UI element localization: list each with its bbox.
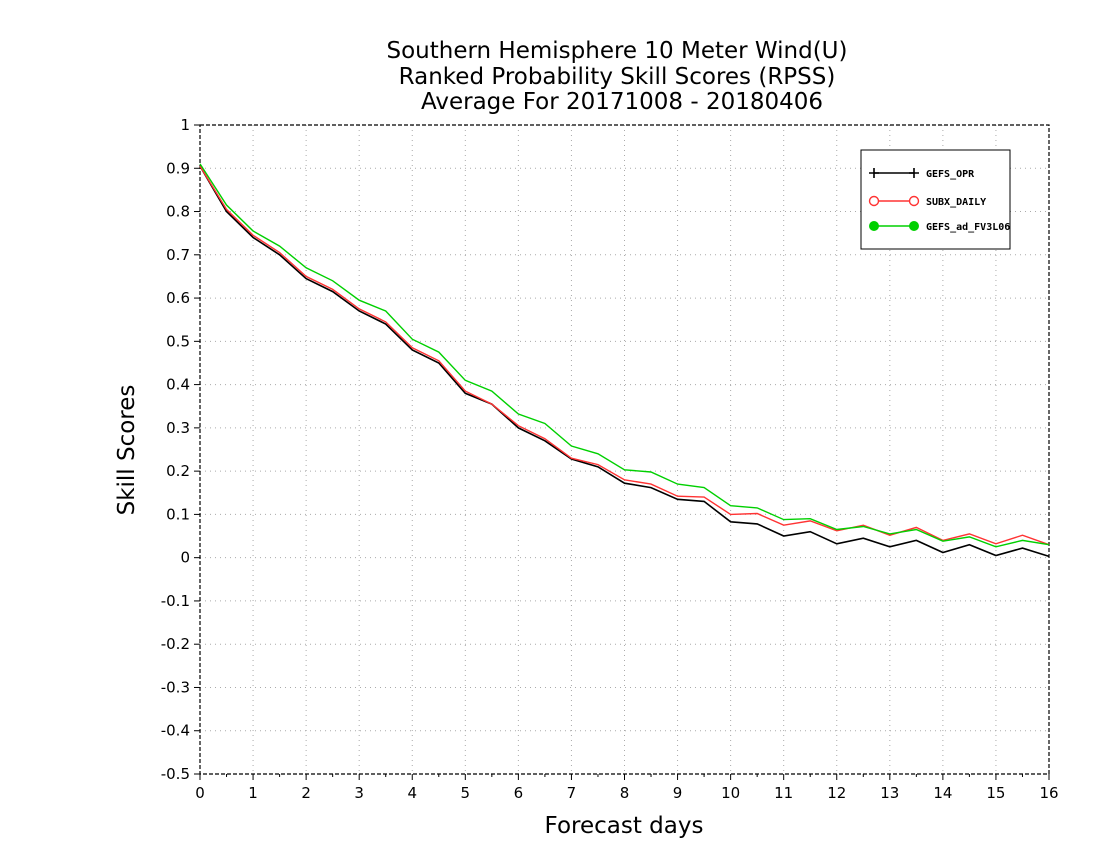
x-tick-label: 0 [195,784,205,802]
legend-label: GEFS_OPR [926,169,975,180]
chart-title-line-3: Average For 20171008 - 20180406 [421,89,823,115]
y-tick-label: 0.6 [166,289,190,307]
series-line-subx-daily [199,165,1050,546]
x-tick-label: 11 [774,784,793,802]
x-tick-label: 6 [514,784,524,802]
plus-marker-icon [909,168,919,178]
open-circle-marker-icon [908,195,920,207]
y-tick-label: 0.8 [166,203,190,221]
x-tick-label: 7 [567,784,577,802]
x-tick-label: 10 [721,784,740,802]
y-tick-label: 0.4 [166,376,190,394]
x-axis-label: Forecast days [545,813,704,839]
y-axis-label: Skill Scores [114,385,140,516]
legend: GEFS_OPR SUBX_DAILY GEFS_ad_FV3L06 [860,149,1011,250]
x-tick-label: 3 [354,784,364,802]
x-axis: 0 1 2 3 4 5 6 7 8 9 10 11 12 13 14 15 16 [195,774,1059,802]
x-tick-label: 13 [880,784,899,802]
plus-marker-icon [869,168,879,178]
legend-item-gefs-ad-fv3l06: GEFS_ad_FV3L06 [869,221,1010,233]
y-tick-label: -0.5 [161,765,190,783]
filled-circle-marker-icon [869,221,879,231]
y-tick-label: -0.4 [161,722,190,740]
series-line-gefs-ad-fv3l06 [199,163,1050,548]
y-tick-label: 0.2 [166,462,190,480]
series-layer [199,163,1050,558]
x-tick-label: 14 [933,784,952,802]
chart-title-line-1: Southern Hemisphere 10 Meter Wind(U) [387,38,848,64]
x-tick-label: 2 [301,784,311,802]
grid-lines [200,125,1049,774]
x-tick-label: 16 [1039,784,1058,802]
y-tick-label: -0.1 [161,592,190,610]
y-tick-label: 0.9 [166,159,190,177]
x-tick-label: 9 [673,784,683,802]
legend-label: SUBX_DAILY [926,197,986,208]
legend-box [860,149,1011,250]
y-tick-label: 0.5 [166,332,190,350]
y-tick-label: -0.3 [161,678,190,696]
y-tick-label: 1 [180,116,190,134]
x-tick-label: 1 [248,784,258,802]
legend-item-gefs-opr: GEFS_OPR [869,168,975,180]
legend-item-subx-daily: SUBX_DAILY [868,195,986,208]
x-tick-label: 15 [986,784,1005,802]
y-tick-label: 0 [180,549,190,567]
y-tick-label: 0.1 [166,505,190,523]
x-tick-label: 12 [827,784,846,802]
x-tick-label: 4 [407,784,417,802]
open-circle-marker-icon [868,195,880,207]
y-tick-label: -0.2 [161,635,190,653]
filled-circle-marker-icon [909,221,919,231]
y-axis: -0.5 -0.4 -0.3 -0.2 -0.1 0 0.1 0.2 0.3 0.4 0.5 0.6 0… [161,116,200,783]
series-line-gefs-opr [199,165,1050,558]
legend-label: GEFS_ad_FV3L06 [926,222,1010,233]
y-tick-label: 0.7 [166,246,190,264]
y-tick-label: 0.3 [166,419,190,437]
chart-title-line-2: Ranked Probability Skill Scores (RPSS) [399,64,836,90]
x-tick-label: 8 [620,784,630,802]
x-tick-label: 5 [461,784,471,802]
